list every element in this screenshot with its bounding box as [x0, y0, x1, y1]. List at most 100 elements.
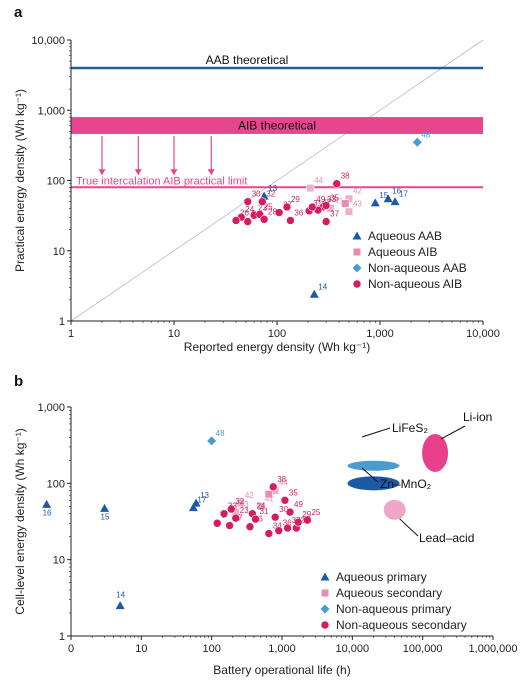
point-label-b: 29	[302, 510, 311, 519]
x-tick-label-a: 1,000	[366, 328, 394, 340]
down-arrowhead-1	[98, 169, 106, 176]
point-label-b: 44	[279, 479, 288, 488]
point-b-36	[274, 526, 284, 535]
legend-marker-b	[320, 572, 330, 581]
legend-marker-b	[320, 588, 330, 598]
point-a-37	[321, 217, 331, 226]
point-a-14	[309, 289, 319, 298]
point-b-31	[251, 514, 260, 524]
point-a-26	[231, 216, 241, 225]
legend-label-b: Non-aqueous primary	[336, 602, 451, 616]
point-label-b: 14	[116, 591, 125, 600]
point-label-b: 23	[240, 506, 249, 515]
point-label-a: 41	[334, 196, 343, 205]
point-label-a: 38	[341, 172, 350, 181]
point-label-a: 33	[327, 195, 336, 204]
y-axis-label-b: Cell-level energy density (Wh kg⁻¹)	[13, 428, 27, 614]
legend-label-a: Non-aqueous AAB	[368, 261, 467, 275]
point-label-b: 42	[245, 491, 254, 500]
point-a-44	[306, 183, 315, 193]
point-b-14	[115, 601, 125, 610]
point-label-a: 42	[353, 187, 362, 196]
point-b-32	[226, 504, 236, 514]
legend-label-b: Non-aqueous secondary	[336, 618, 467, 632]
diagonal-line	[70, 39, 484, 322]
legend-marker-a	[352, 263, 362, 273]
point-b-26	[245, 522, 255, 532]
legend-marker-b	[320, 620, 330, 630]
x-tick-label-b: 100,000	[403, 643, 443, 655]
point-a-38	[332, 179, 342, 189]
point-a-aqueous-aib	[341, 199, 350, 208]
point-b-33	[219, 509, 229, 519]
point-label-a: 17	[399, 190, 408, 199]
point-label-b: 25	[311, 508, 320, 517]
point-a-30	[243, 197, 253, 206]
point-label-b: 43	[240, 500, 249, 509]
point-label-a: 35	[330, 194, 339, 203]
legend-marker-a	[352, 247, 362, 257]
panel-label-a: a	[14, 4, 23, 21]
point-label-b: 17	[197, 496, 206, 505]
x-tick-label-a: 10	[168, 328, 180, 340]
point-label-b: 16	[43, 508, 52, 517]
zn-mno2-pointer	[361, 467, 379, 483]
point-b-49	[285, 507, 295, 517]
y-axis-label-a: Practical energy density (Wh kg⁻¹)	[13, 89, 27, 272]
li-ion-label: Li-ion	[463, 410, 492, 424]
point-label-a: 26	[240, 208, 249, 217]
y-tick-label-a: 10	[53, 246, 65, 258]
down-arrowhead-4	[207, 169, 215, 176]
practical-limit-label: True intercalation AIB practical limit	[76, 175, 247, 187]
point-b-35	[280, 495, 290, 505]
li-ion-region	[422, 433, 449, 472]
point-b-16	[42, 499, 52, 508]
point-label-a: 32	[266, 190, 275, 199]
point-a-28	[259, 215, 269, 224]
point-a-29	[282, 202, 292, 212]
legend-marker-a	[352, 279, 362, 289]
point-label-b: 31	[260, 507, 269, 516]
lead-acid-region	[383, 499, 406, 520]
point-a-48	[412, 137, 422, 147]
point-a-16	[383, 194, 393, 203]
lifes2-region	[347, 460, 400, 471]
lead-acid-pointer	[399, 518, 419, 537]
point-a-35	[321, 201, 331, 210]
point-label-b: 41	[265, 494, 274, 503]
point-label-b: 37	[292, 516, 301, 525]
point-label-b: 32	[235, 497, 244, 506]
point-label-a: 13	[268, 184, 277, 193]
y-tick-label-a: 10,000	[31, 35, 65, 47]
point-label-b: 36	[283, 519, 292, 528]
y-tick-label-b: 1,000	[37, 402, 65, 414]
point-label-b: 49	[294, 500, 303, 509]
panel-a: a AIB theoretical AAB theoretical True inte…	[13, 4, 500, 354]
point-a-49	[307, 202, 317, 212]
x-tick-label-a: 100	[268, 328, 286, 340]
point-label-a: 48	[421, 130, 430, 139]
x-tick-label-b: 1,000,000	[469, 643, 518, 655]
lifes2-pointer	[361, 427, 391, 438]
point-b-41	[256, 502, 265, 511]
point-label-b: 48	[216, 429, 225, 438]
x-axis-label-b: Battery operational life (h)	[213, 663, 350, 677]
point-label-a: 43	[353, 200, 362, 209]
point-label-a: 16	[392, 187, 401, 196]
y-tick-label-b: 100	[47, 478, 65, 490]
point-label-a: 28	[268, 207, 277, 216]
legend-label-b: Aqueous primary	[336, 570, 427, 584]
point-label-b: 7	[221, 511, 226, 520]
zn-mno2-region	[347, 476, 400, 491]
point-a-15	[370, 198, 380, 207]
legend-label-b: Aqueous secondary	[336, 586, 442, 600]
y-tick-label-a: 1,000	[37, 105, 65, 117]
y-tick-label-b: 10	[53, 555, 65, 567]
point-label-a: 25	[264, 202, 273, 211]
point-label-b: 38	[277, 475, 286, 484]
point-label-a: 37	[330, 210, 339, 219]
x-tick-label-a: 1	[68, 328, 74, 340]
point-label-b: 13	[200, 491, 209, 500]
point-label-b: 33	[228, 502, 237, 511]
